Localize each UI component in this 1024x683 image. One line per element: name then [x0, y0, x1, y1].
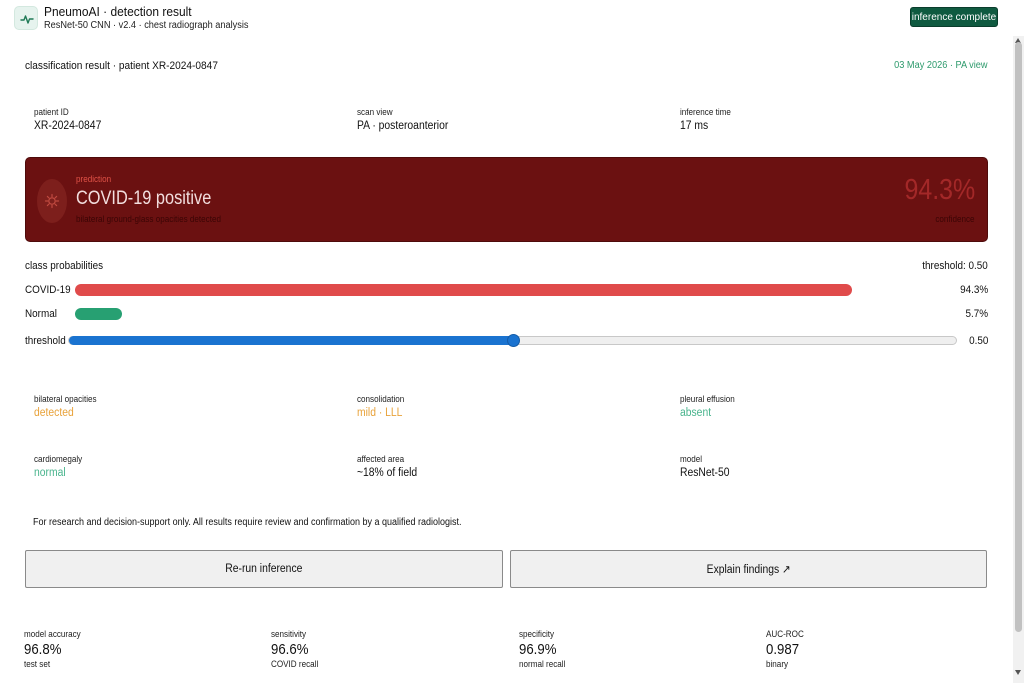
threshold-slider[interactable] — [68, 334, 957, 347]
finding-consolidation: consolidation mild · LLL — [357, 394, 410, 419]
probabilities-threshold-label: threshold: 0.50 — [922, 260, 988, 272]
prob-bar-normal — [75, 308, 899, 320]
virus-icon — [44, 193, 60, 209]
finding-label: bilateral opacities — [34, 394, 97, 404]
probabilities-title: class probabilities — [25, 260, 104, 272]
info-patient-id: patient ID XR-2024-0847 — [34, 107, 109, 132]
app-logo — [14, 6, 38, 30]
metric-accuracy: model accuracy 96.8% test set — [24, 629, 87, 669]
prob-label-covid: COVID-19 — [25, 284, 71, 296]
finding-label: consolidation — [357, 394, 405, 404]
prob-fill-covid — [75, 284, 852, 296]
metric-specificity: specificity 96.9% normal recall — [519, 629, 571, 669]
finding-bilateral-opacities: bilateral opacities detected — [34, 394, 104, 419]
finding-pleural-effusion: pleural effusion absent — [680, 394, 741, 419]
info-label: patient ID — [34, 107, 69, 117]
prob-bar-covid — [75, 284, 899, 296]
section-title: classification result · patient XR-2024-… — [25, 60, 218, 72]
prediction-label: prediction — [76, 174, 112, 184]
threshold-slider-thumb[interactable] — [507, 334, 520, 347]
rerun-inference-button[interactable]: Re-run inference — [25, 550, 503, 588]
app-subtitle: ResNet-50 CNN · v2.4 · chest radiograph … — [44, 20, 249, 31]
metric-label: sensitivity — [271, 629, 307, 639]
metric-sensitivity: sensitivity 96.6% COVID recall — [271, 629, 324, 669]
rerun-inference-label: Re-run inference — [225, 563, 303, 575]
info-label: inference time — [680, 107, 731, 117]
info-inference-time: inference time 17 ms — [680, 107, 737, 132]
info-value: 17 ms — [680, 120, 709, 132]
explain-findings-label: Explain findings ↗ — [706, 564, 791, 576]
page-scrollbar[interactable] — [1013, 36, 1024, 683]
metric-sub: test set — [24, 659, 51, 669]
scroll-up-arrow-icon[interactable] — [1015, 38, 1021, 43]
finding-affected-area: affected area ~18% of field — [357, 454, 424, 479]
finding-cardiomegaly: cardiomegaly normal — [34, 454, 88, 479]
app-title: PneumoAI · detection result — [44, 4, 192, 19]
prediction-confidence: 94.3% — [904, 174, 975, 206]
status-badge: inference complete — [910, 7, 998, 27]
metric-value: 96.6% — [271, 641, 309, 658]
finding-value: mild · LLL — [357, 407, 403, 419]
threshold-slider-fill — [69, 336, 513, 345]
metric-sub: binary — [766, 659, 789, 669]
prediction-banner: prediction COVID-19 positive bilateral g… — [25, 157, 988, 242]
finding-model: model ResNet-50 — [680, 454, 735, 479]
prob-value-covid: 94.3% — [959, 284, 988, 296]
pulse-icon — [20, 15, 34, 24]
explain-findings-button[interactable]: Explain findings ↗ — [510, 550, 987, 588]
metric-sub: COVID recall — [271, 659, 319, 669]
metric-sub: normal recall — [519, 659, 566, 669]
finding-value: detected — [34, 407, 74, 419]
metric-value: 96.8% — [24, 641, 62, 658]
info-value: XR-2024-0847 — [34, 120, 102, 132]
metric-value: 0.987 — [766, 641, 800, 658]
scroll-down-arrow-icon[interactable] — [1015, 670, 1021, 675]
metric-label: AUC-ROC — [766, 629, 804, 639]
info-label: scan view — [357, 107, 393, 117]
prediction-confidence-label: confidence — [935, 214, 975, 224]
info-scan-view: scan view PA · posteroanterior — [357, 107, 458, 132]
finding-label: pleural effusion — [680, 394, 735, 404]
finding-value: normal — [34, 467, 66, 479]
metric-auc-roc: AUC-ROC 0.987 binary — [766, 629, 808, 669]
threshold-slider-label: threshold — [25, 335, 66, 347]
scroll-thumb[interactable] — [1015, 42, 1022, 632]
prediction-icon-badge — [37, 179, 67, 223]
finding-label: model — [680, 454, 703, 464]
finding-value: ResNet-50 — [680, 467, 730, 479]
metric-value: 96.9% — [519, 641, 557, 658]
metric-label: model accuracy — [24, 629, 81, 639]
prediction-description: bilateral ground-glass opacities detecte… — [76, 214, 221, 224]
metric-label: specificity — [519, 629, 555, 639]
prob-fill-normal — [75, 308, 122, 320]
scan-date: 03 May 2026 · PA view — [894, 60, 988, 71]
prob-label-normal: Normal — [25, 308, 57, 320]
finding-value: absent — [680, 407, 712, 419]
finding-value: ~18% of field — [357, 467, 418, 479]
threshold-slider-value: 0.50 — [968, 335, 988, 347]
prediction-value: COVID-19 positive — [76, 188, 212, 209]
disclaimer-text: For research and decision-support only. … — [33, 517, 462, 528]
app-header: PneumoAI · detection result ResNet-50 CN… — [0, 0, 1024, 36]
finding-label: affected area — [357, 454, 405, 464]
prob-value-normal: 5.7% — [965, 308, 988, 320]
info-value: PA · posteroanterior — [357, 120, 449, 132]
finding-label: cardiomegaly — [34, 454, 83, 464]
